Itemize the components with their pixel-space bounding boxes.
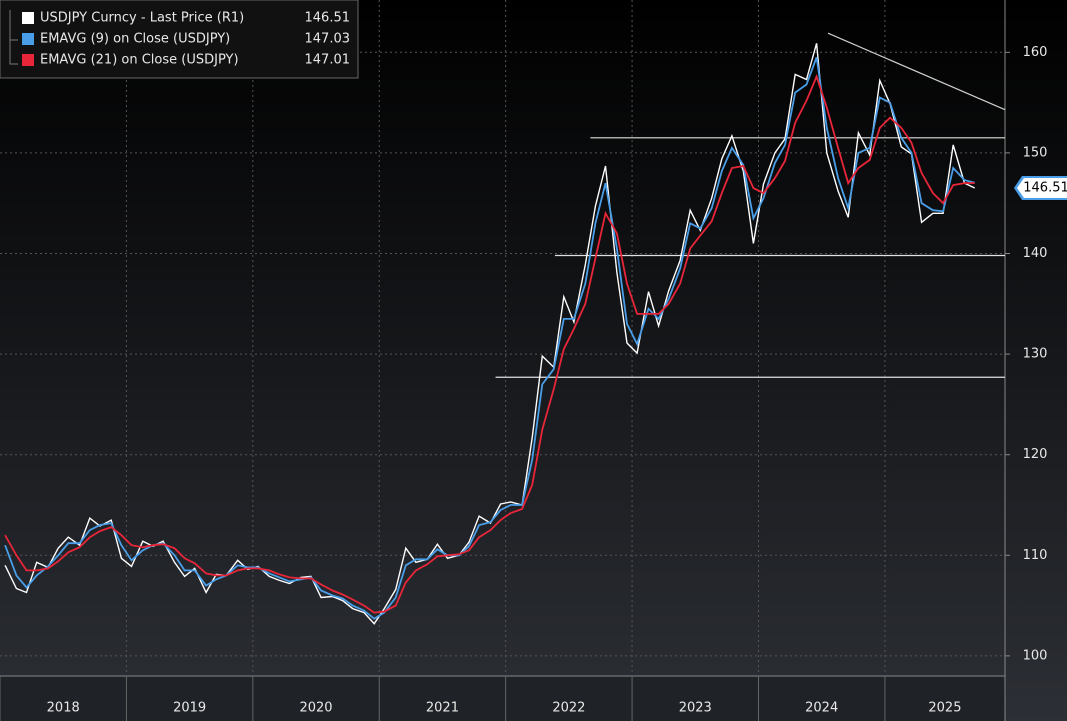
- legend-value: 147.01: [305, 53, 351, 68]
- y-tick-label: 100: [1023, 648, 1048, 663]
- x-tick-label: 2018: [47, 701, 80, 716]
- legend: USDJPY Curncy - Last Price (R1) 146.51 EMA…: [0, 0, 359, 79]
- y-tick-label: 150: [1023, 145, 1048, 160]
- legend-swatch: [22, 12, 34, 24]
- x-tick-label: 2020: [299, 701, 332, 716]
- legend-label: EMAVG (21) on Close (USDJPY): [40, 53, 239, 68]
- legend-label: EMAVG (9) on Close (USDJPY): [40, 32, 230, 47]
- legend-value: 146.51: [305, 11, 351, 26]
- y-tick-label: 110: [1023, 548, 1048, 563]
- legend-tree: [9, 10, 18, 65]
- x-tick-label: 2021: [426, 701, 459, 716]
- legend-swatch: [22, 33, 34, 45]
- price-tag: [1017, 178, 1067, 199]
- series-line: [4, 73, 975, 614]
- x-tick-label: 2019: [173, 701, 206, 716]
- y-tick-label: 160: [1023, 45, 1048, 60]
- series-line: [4, 56, 975, 620]
- x-tick-label: 2025: [928, 701, 961, 716]
- x-tick-label: 2023: [679, 701, 712, 716]
- legend-value: 147.03: [305, 32, 351, 47]
- legend-label: USDJPY Curncy - Last Price (R1): [40, 11, 244, 26]
- legend-box: [0, 0, 359, 79]
- plot-area: [0, 0, 1006, 676]
- x-tick-label: 2024: [805, 701, 838, 716]
- y-tick-label: 140: [1023, 246, 1048, 261]
- x-axis-band: [0, 676, 1005, 721]
- y-tick-label: 120: [1023, 447, 1048, 462]
- price-tag-label: 146.51: [1023, 181, 1067, 196]
- legend-swatch: [22, 54, 34, 66]
- y-tick-label: 130: [1023, 347, 1048, 362]
- trend-line: [827, 32, 1006, 111]
- x-tick-label: 2022: [552, 701, 585, 716]
